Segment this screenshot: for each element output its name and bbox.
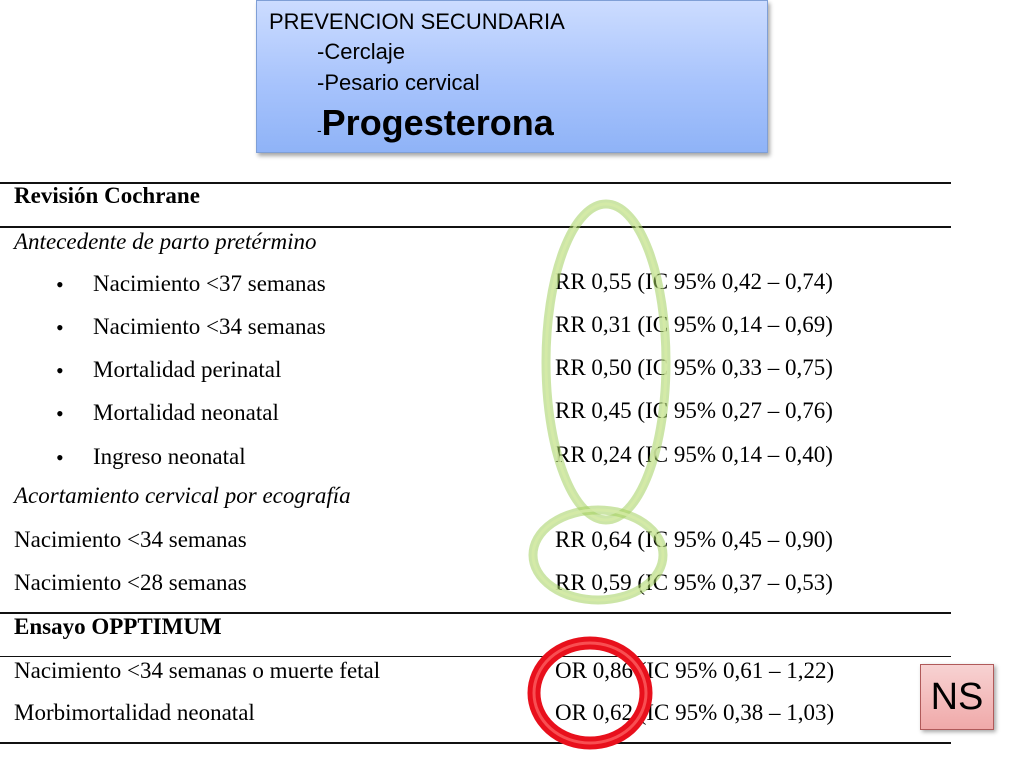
bullet-icon: • [56,358,64,383]
bullet-icon: • [56,315,64,340]
row-label: Mortalidad neonatal [93,400,279,425]
callout-item-cerclaje: -Cerclaje [317,39,406,64]
row-value: RR 0,50 (IC 95% 0,33 – 0,75) [555,355,833,380]
row-value: RR 0,59 (IC 95% 0,37 – 0,53) [555,570,833,595]
table-bottom-rule [0,742,951,744]
callout-item-progesterona: -Progesterona [317,102,554,144]
row-label: Ingreso neonatal [93,444,246,469]
row-label: Nacimiento <28 semanas [14,570,247,595]
callout-dash: - [317,122,322,138]
row-value: OR 0,62 (IC 95% 0,38 – 1,03) [555,700,835,725]
bullet-icon: • [56,401,64,426]
cochrane-header: Revisión Cochrane [14,183,200,208]
row-label: Nacimiento <37 semanas [93,271,326,296]
opptimum-top-rule [0,612,951,614]
callout-heading: PREVENCION SECUNDARIA [269,9,565,34]
row-value: RR 0,31 (IC 95% 0,14 – 0,69) [555,312,833,337]
row-label: Morbimortalidad neonatal [14,700,255,725]
row-label: Nacimiento <34 semanas o muerte fetal [14,658,381,683]
opptimum-header-rule [0,656,951,657]
callout-item-pesario: -Pesario cervical [317,70,480,95]
group-acortamiento: Acortamiento cervical por ecografía [14,483,351,508]
table-top-rule [0,182,951,184]
callout-progesterona-label: Progesterona [321,102,554,143]
bullet-icon: • [56,445,64,470]
row-label: Mortalidad perinatal [93,357,282,382]
row-value: OR 0,86 (IC 95% 0,61 – 1,22) [555,658,835,683]
progesterona-callout-box: PREVENCION SECUNDARIA -Cerclaje -Pesario… [256,0,768,153]
row-label: Nacimiento <34 semanas [14,527,247,552]
bullet-icon: • [56,272,64,297]
row-value: RR 0,45 (IC 95% 0,27 – 0,76) [555,398,833,423]
cochrane-header-rule [0,226,951,228]
row-value: RR 0,64 (IC 95% 0,45 – 0,90) [555,527,833,552]
row-label: Nacimiento <34 semanas [93,314,326,339]
ns-badge: NS [920,664,994,730]
row-value: RR 0,24 (IC 95% 0,14 – 0,40) [555,442,833,467]
row-value: RR 0,55 (IC 95% 0,42 – 0,74) [555,269,833,294]
opptimum-header: Ensayo OPPTIMUM [14,614,222,639]
group-antecedente: Antecedente de parto pretérmino [14,229,317,254]
